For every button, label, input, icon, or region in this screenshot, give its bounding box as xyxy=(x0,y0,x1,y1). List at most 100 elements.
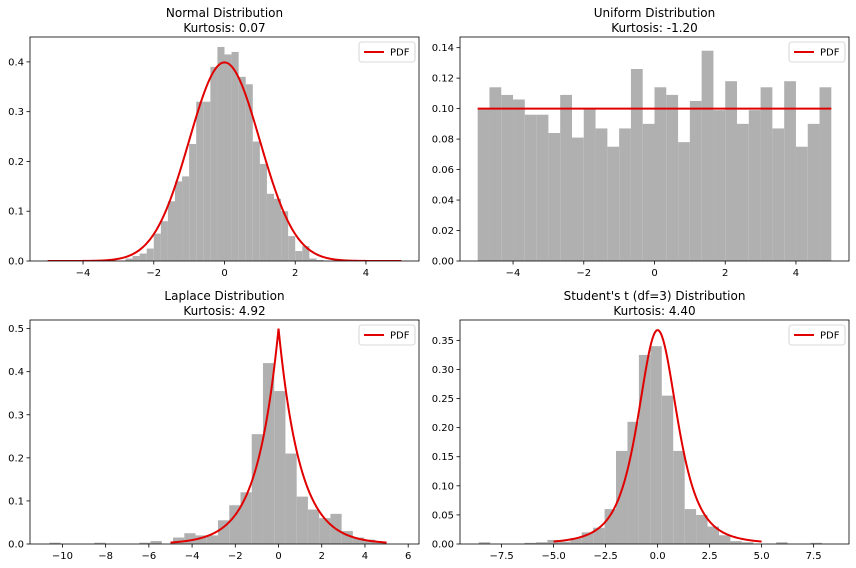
histogram-bar xyxy=(309,258,317,261)
histogram-bar xyxy=(536,114,549,261)
y-tick-label: 0.10 xyxy=(432,104,454,115)
histogram-bar xyxy=(730,541,742,544)
histogram-bar xyxy=(595,128,608,261)
histogram-bar xyxy=(772,128,785,261)
x-tick-label: 4 xyxy=(793,268,799,279)
pdf-curve xyxy=(170,328,387,544)
x-tick-label: 7.5 xyxy=(806,551,822,562)
histogram-bars xyxy=(477,50,832,261)
chart-subtitle: Kurtosis: 4.40 xyxy=(613,304,695,318)
histogram-bar xyxy=(240,492,252,544)
y-tick-label: 0.12 xyxy=(432,74,454,85)
histogram-bar xyxy=(251,434,263,544)
histogram-bar xyxy=(718,535,731,544)
histogram-bar xyxy=(341,531,353,544)
x-tick-label: 4 xyxy=(363,268,369,279)
y-tick-label: 0.25 xyxy=(432,394,454,405)
histogram-bar xyxy=(252,141,260,261)
legend-label: PDF xyxy=(390,331,410,342)
histogram-bar xyxy=(795,146,808,261)
histogram-bar xyxy=(713,110,726,261)
legend-label: PDF xyxy=(390,48,410,59)
y-tick-label: 0.05 xyxy=(432,510,454,521)
histogram-bar xyxy=(189,144,197,261)
y-tick-label: 0.35 xyxy=(432,336,454,347)
axes-frame xyxy=(459,319,850,545)
histogram-bar xyxy=(581,532,594,544)
histogram-bar xyxy=(673,450,685,544)
x-tick-label: −2.5 xyxy=(593,551,617,562)
histogram-bar xyxy=(274,198,282,261)
histogram-bar xyxy=(132,256,140,261)
chart-subtitle: Kurtosis: -1.20 xyxy=(611,21,698,35)
histogram-bar xyxy=(478,542,491,544)
legend-box xyxy=(788,41,846,63)
y-tick-label: 0.1 xyxy=(8,207,24,218)
histogram-bar xyxy=(139,253,147,261)
legend: PDF xyxy=(358,324,416,346)
x-tick-label: 2 xyxy=(292,268,298,279)
histogram-bar xyxy=(316,260,324,261)
histogram-bar xyxy=(182,176,190,261)
histogram-bar xyxy=(513,99,525,261)
chart-title: Student's t (df=3) Distribution xyxy=(564,289,746,303)
histogram-bar xyxy=(630,69,643,261)
legend-box xyxy=(358,324,416,346)
histogram-bar xyxy=(627,421,639,544)
histogram-bar xyxy=(548,133,561,261)
y-tick-label: 0.1 xyxy=(8,496,24,507)
histogram-bar xyxy=(217,46,225,261)
x-tick-label: −4 xyxy=(185,551,200,562)
histogram-bar xyxy=(125,258,133,261)
x-tick-label: −2 xyxy=(228,551,243,562)
histogram-bar xyxy=(642,123,655,261)
histogram-bar xyxy=(259,163,267,261)
histogram-bar xyxy=(295,251,303,261)
histogram-bar xyxy=(725,81,738,261)
y-tick-label: 0.20 xyxy=(432,423,454,434)
histogram-bar xyxy=(696,514,708,544)
histogram-bar xyxy=(741,542,754,544)
histogram-bar xyxy=(210,66,218,261)
histogram-bar xyxy=(139,542,151,544)
histogram-bar xyxy=(547,539,559,544)
histogram-bar xyxy=(375,542,387,544)
histogram-bar xyxy=(195,535,207,544)
y-tick-label: 0.2 xyxy=(8,157,24,168)
histogram-bar xyxy=(477,108,490,261)
y-tick-label: 0.30 xyxy=(432,365,454,376)
histogram-bar xyxy=(570,538,582,544)
histogram-bar xyxy=(689,101,702,261)
x-tick-label: 2.5 xyxy=(702,551,718,562)
histogram-bars xyxy=(478,346,822,544)
histogram-bar xyxy=(288,236,296,261)
legend: PDF xyxy=(788,324,846,346)
histogram-bar xyxy=(501,94,514,261)
y-tick-label: 0.08 xyxy=(432,135,454,146)
x-tick-label: −4 xyxy=(76,268,91,279)
histogram-bar xyxy=(810,542,822,544)
x-tick-label: −2 xyxy=(576,268,591,279)
chart-title: Laplace Distribution xyxy=(164,289,284,303)
histogram-bar xyxy=(150,540,162,544)
histogram-bar xyxy=(535,542,548,544)
histogram-bar xyxy=(296,496,308,544)
histogram-bar xyxy=(224,54,232,261)
y-tick-label: 0.00 xyxy=(432,540,454,551)
histogram-bar xyxy=(352,537,365,544)
histogram-bar xyxy=(307,509,320,544)
y-tick-label: 0.4 xyxy=(8,367,24,378)
histogram-bars xyxy=(125,46,324,261)
histogram-bar xyxy=(701,50,714,261)
x-tick-label: −7.5 xyxy=(489,551,513,562)
histogram-bar xyxy=(819,87,832,261)
histogram-bar xyxy=(302,246,310,261)
y-tick-label: 0.3 xyxy=(8,410,24,421)
histogram-bar xyxy=(160,221,168,261)
histogram-bar xyxy=(524,542,536,544)
histogram-bar xyxy=(684,509,697,544)
x-tick-label: 0 xyxy=(651,268,657,279)
histogram-bar xyxy=(666,94,679,261)
